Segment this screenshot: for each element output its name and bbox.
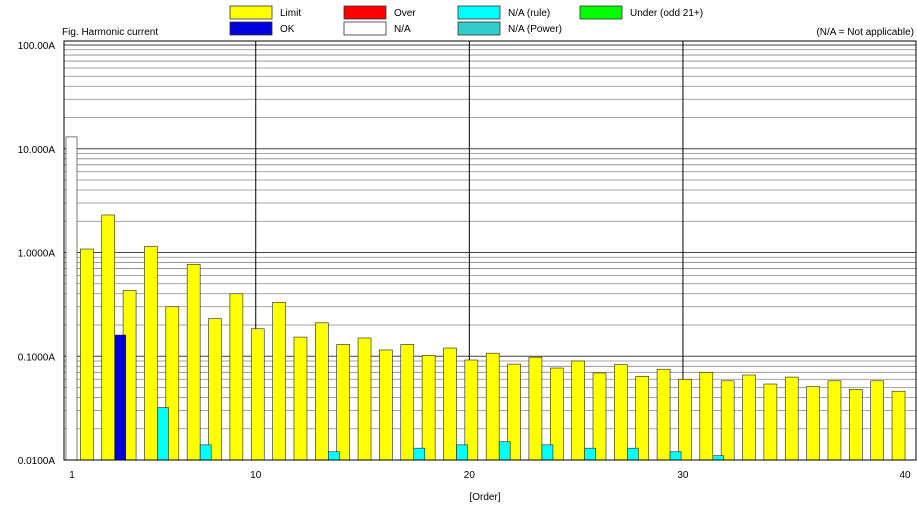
bar-limit-order-34 (763, 383, 778, 461)
bar-limit-order-29 (656, 368, 671, 461)
bar-limit-order-8 (208, 318, 222, 461)
legend-label: Limit (280, 8, 301, 19)
bar-n-a-rule--order-31 (712, 455, 725, 461)
x-tick-label: 40 (899, 470, 911, 481)
bar-limit-order-37 (827, 380, 842, 461)
bar-n-a-rule--order-21 (498, 441, 511, 461)
bar-limit-order-19 (443, 347, 457, 461)
bar-limit-order-14 (336, 344, 350, 461)
legend-swatch (343, 21, 387, 36)
legend-swatch (579, 5, 623, 20)
bar-limit-order-16 (379, 349, 393, 461)
bar-limit-order-32 (720, 380, 735, 461)
bar-n-a-rule--order-29 (669, 451, 682, 461)
bar-limit-order-5 (144, 246, 158, 461)
bar-n-a-rule--order-23 (541, 444, 554, 461)
legend-label: N/A (394, 24, 411, 35)
bar-limit-order-13 (315, 322, 329, 461)
legend-swatch (457, 5, 501, 20)
bar-limit-order-33 (742, 374, 756, 461)
bars (65, 136, 906, 461)
bar-n-a-rule--order-25 (584, 447, 596, 461)
bar-limit-order-9 (229, 293, 244, 461)
bar-limit-order-18 (421, 355, 436, 461)
x-tick-label: 20 (464, 470, 476, 481)
bar-limit-order-11 (272, 302, 286, 461)
bar-limit-order-23 (528, 356, 543, 461)
bar-limit-order-3 (101, 214, 116, 461)
bar-limit-order-7 (186, 263, 201, 461)
x-tick-label: 1 (69, 470, 75, 481)
bar-limit-order-31 (699, 372, 714, 461)
plot-frame (63, 40, 917, 461)
bar-ok-order-3 (114, 334, 127, 461)
y-tick-label: 1.0000A (18, 249, 56, 260)
y-tick-label: 0.0100A (18, 456, 56, 467)
bar-limit-order-2 (80, 248, 94, 461)
y-tick-label: 0.1000A (18, 352, 56, 363)
tick-labels: 0.0100A 0.1000A 1.0000A 10.000A 100.00A 1 10 20… (18, 41, 911, 481)
bar-n-a-rule--order-13 (328, 451, 340, 461)
y-tick-label: 10.000A (18, 145, 56, 156)
x-axis-label: [Order] (469, 492, 500, 503)
bar-limit-order-10 (250, 328, 265, 461)
bar-limit-order-30 (678, 378, 692, 461)
bar-limit-order-38 (849, 389, 863, 461)
legend-swatch (343, 5, 387, 20)
bar-limit-order-25 (571, 360, 585, 461)
x-tick-label: 30 (677, 470, 689, 481)
bar-n-a-order-1 (65, 136, 78, 461)
bar-limit-order-40 (891, 390, 906, 461)
bar-limit-order-12 (293, 336, 308, 461)
legend-swatch (229, 5, 273, 20)
bar-limit-order-17 (400, 344, 415, 461)
legend-label: Over (394, 8, 416, 19)
y-tick-label: 100.00A (18, 41, 56, 52)
bar-n-a-rule--order-17 (413, 447, 426, 461)
bar-limit-order-28 (635, 376, 650, 461)
bar-limit-order-35 (784, 376, 799, 461)
bar-limit-order-15 (357, 337, 372, 461)
legend-swatch (457, 21, 501, 36)
legend-label: N/A (Power) (508, 24, 562, 35)
legend-label: N/A (rule) (508, 8, 550, 19)
legend-label: Under (odd 21+) (630, 8, 703, 19)
bar-limit-order-26 (592, 372, 607, 461)
bar-n-a-rule--order-7 (199, 444, 212, 461)
legend: Limit Over N/A (rule) Under (odd 21+) OK N/A N… (229, 5, 703, 36)
bar-n-a-rule--order-19 (456, 444, 468, 461)
bar-n-a-rule--order-27 (627, 447, 639, 461)
chart-title: Fig. Harmonic current (62, 27, 158, 38)
x-tick-label: 10 (250, 470, 262, 481)
bar-limit-order-21 (485, 352, 500, 461)
bar-limit-order-36 (806, 386, 820, 461)
legend-label: OK (280, 24, 295, 35)
bar-limit-order-39 (870, 380, 884, 461)
bar-n-a-rule--order-5 (157, 407, 169, 461)
chart-note: (N/A = Not applicable) (816, 27, 914, 38)
bar-limit-order-27 (614, 364, 628, 461)
legend-swatch (229, 21, 273, 36)
